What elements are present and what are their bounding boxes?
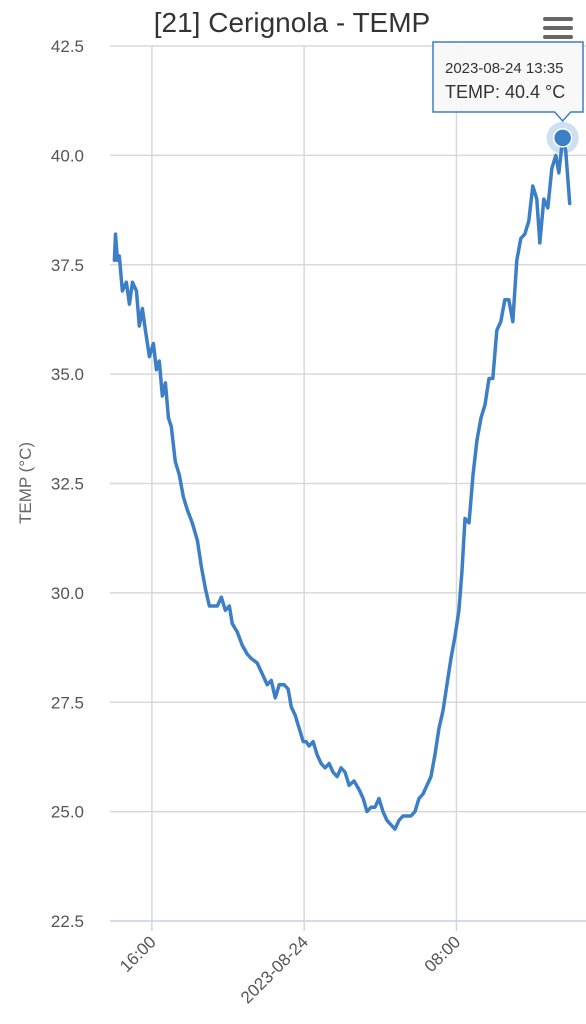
menu-bar: [543, 35, 573, 39]
y-tick-label: 40.0: [51, 146, 84, 165]
hover-point: [552, 128, 573, 148]
chart-title: [21] Cerignola - TEMP: [154, 7, 431, 38]
y-tick-label: 25.0: [51, 803, 84, 822]
grid: 22.5 25.0 27.5 30.0 32.5 35.0 37.5 40.0 42.5 16:0…: [51, 37, 586, 1007]
y-tick-label: 22.5: [51, 912, 84, 931]
y-tick-label: 35.0: [51, 365, 84, 384]
y-axis-title: TEMP (°C): [16, 442, 35, 524]
menu-bar: [543, 26, 573, 30]
tooltip-value: TEMP: 40.4 °C: [445, 82, 565, 102]
y-tick-label: 42.5: [51, 37, 84, 56]
x-tick-label: 2023-08-24: [237, 932, 312, 1007]
y-tick-label: 30.0: [51, 584, 84, 603]
tooltip-box: [432, 41, 584, 123]
menu-bar: [543, 17, 573, 21]
menu-button[interactable]: [543, 17, 573, 39]
y-tick-label: 27.5: [51, 693, 84, 712]
plot-area: [112, 136, 572, 831]
x-tick-label: 08:00: [421, 932, 465, 976]
temp-line: [112, 136, 572, 831]
tooltip-time: 2023-08-24 13:35: [445, 60, 563, 77]
y-tick-label: 37.5: [51, 256, 84, 275]
x-tick-label: 16:00: [116, 932, 160, 976]
tooltip: 2023-08-24 13:35 TEMP: 40.4 °C: [432, 41, 584, 154]
y-tick-label: 32.5: [51, 475, 84, 494]
